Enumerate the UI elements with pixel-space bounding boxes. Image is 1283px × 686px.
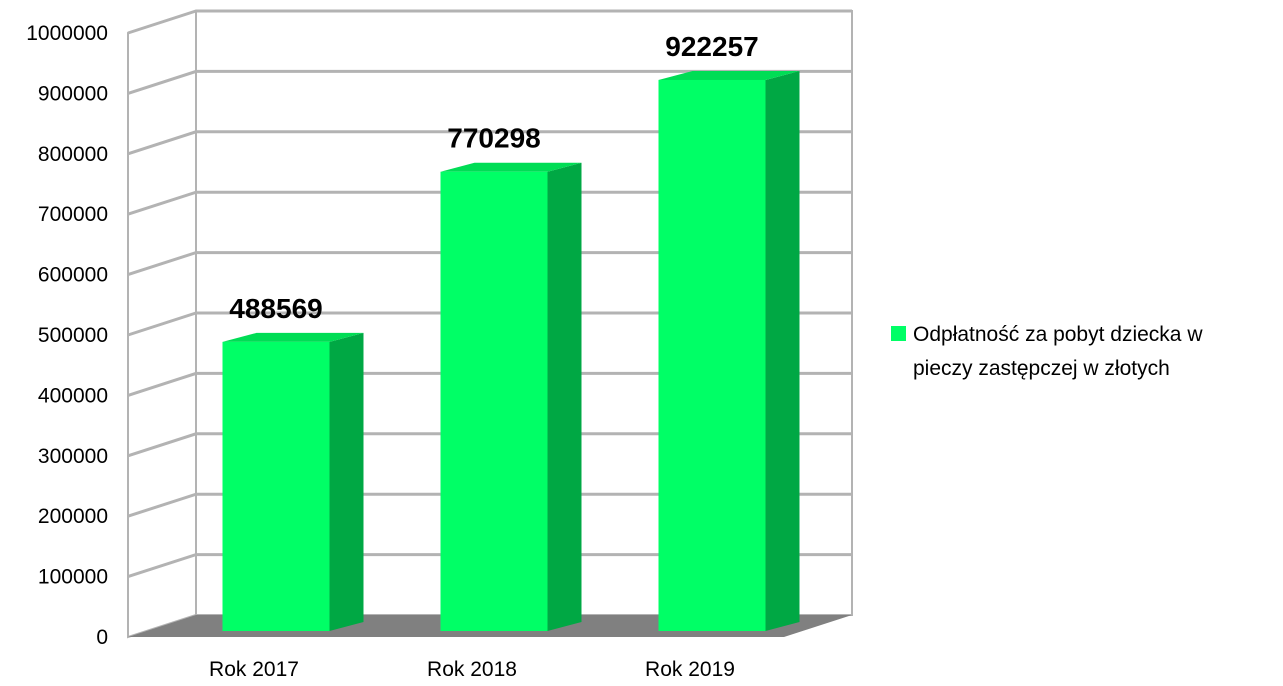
- data-label: 488569: [229, 293, 322, 324]
- legend-label-line-1: Odpłatność za pobyt dziecka w: [913, 323, 1203, 346]
- bar-top: [222, 332, 364, 342]
- gridline: [127, 69, 852, 95]
- data-label: 770298: [447, 123, 540, 154]
- bar-top: [440, 162, 582, 172]
- y-tick-label: 100000: [38, 566, 108, 589]
- y-axis-tick-labels: 0 100000 200000 300000 400000 500000 600000 700…: [26, 22, 108, 649]
- gridline: [127, 553, 852, 579]
- y-tick-label: 200000: [38, 505, 108, 528]
- y-tick-label: 0: [96, 626, 108, 649]
- y-tick-label: 400000: [38, 384, 108, 407]
- gridline: [127, 251, 852, 277]
- x-axis-category-labels: Rok 2017 Rok 2018 Rok 2019: [209, 658, 735, 681]
- gridlines: [127, 9, 852, 579]
- legend-swatch: [891, 326, 906, 341]
- x-category-label: Rok 2017: [209, 658, 299, 681]
- data-label: 922257: [665, 31, 758, 62]
- bar-front: [440, 171, 548, 632]
- bar-front: [222, 341, 330, 631]
- y-tick-label: 900000: [38, 82, 108, 105]
- y-tick-label: 600000: [38, 264, 108, 287]
- legend: Odpłatność za pobyt dziecka w pieczy zas…: [891, 323, 1203, 380]
- bar: [440, 162, 582, 632]
- y-tick-label: 700000: [38, 203, 108, 226]
- gridline: [127, 190, 852, 216]
- bars: [222, 70, 800, 632]
- bar-front: [658, 79, 766, 631]
- gridline: [127, 371, 852, 397]
- bar-side: [547, 162, 582, 632]
- data-labels: 488569 770298 922257: [229, 31, 758, 324]
- legend-label-line-2: pieczy zastępczej w złotych: [913, 357, 1170, 380]
- bar-top: [658, 70, 800, 80]
- gridline: [127, 432, 852, 458]
- gridline: [127, 9, 852, 35]
- y-tick-label: 300000: [38, 445, 108, 468]
- y-tick-label: 800000: [38, 143, 108, 166]
- gridline: [127, 311, 852, 337]
- bar: [222, 332, 364, 631]
- x-category-label: Rok 2018: [427, 658, 517, 681]
- gridline: [127, 130, 852, 156]
- bar: [658, 70, 800, 631]
- bar-side: [765, 70, 800, 631]
- bar-side: [329, 332, 364, 631]
- x-category-label: Rok 2019: [645, 658, 735, 681]
- gridline: [127, 492, 852, 518]
- y-tick-label: 1000000: [26, 22, 108, 45]
- y-tick-label: 500000: [38, 324, 108, 347]
